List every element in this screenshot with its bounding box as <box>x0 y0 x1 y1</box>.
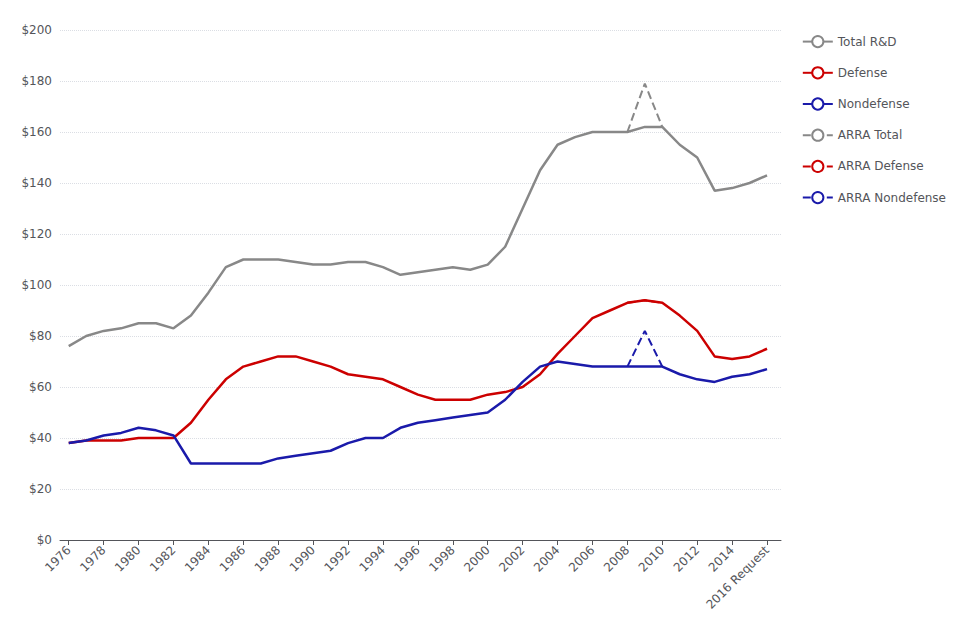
svg-text:2000: 2000 <box>461 543 492 574</box>
svg-text:Nondefense: Nondefense <box>838 97 910 111</box>
svg-text:1988: 1988 <box>252 543 283 574</box>
svg-text:$160: $160 <box>21 125 52 139</box>
svg-text:2006: 2006 <box>566 543 597 574</box>
svg-text:2008: 2008 <box>601 543 632 574</box>
svg-text:1998: 1998 <box>426 543 457 574</box>
svg-text:1976: 1976 <box>42 543 73 574</box>
svg-text:2014: 2014 <box>706 543 737 574</box>
svg-text:1996: 1996 <box>391 543 422 574</box>
svg-text:Total R&D: Total R&D <box>837 35 897 49</box>
svg-text:$60: $60 <box>29 380 52 394</box>
svg-text:$180: $180 <box>21 74 52 88</box>
svg-text:Defense: Defense <box>838 66 887 80</box>
svg-text:1984: 1984 <box>182 543 213 574</box>
svg-text:1994: 1994 <box>356 543 387 574</box>
svg-text:$0: $0 <box>37 533 52 547</box>
svg-text:1986: 1986 <box>217 543 248 574</box>
svg-text:2010: 2010 <box>636 543 667 574</box>
svg-text:1980: 1980 <box>112 543 143 574</box>
svg-text:$100: $100 <box>21 278 52 292</box>
svg-text:$140: $140 <box>21 176 52 190</box>
svg-text:1978: 1978 <box>77 543 108 574</box>
svg-text:1992: 1992 <box>322 543 353 574</box>
svg-text:$200: $200 <box>21 23 52 37</box>
svg-text:2002: 2002 <box>496 543 527 574</box>
svg-text:$80: $80 <box>29 329 52 343</box>
svg-text:ARRA Nondefense: ARRA Nondefense <box>838 191 946 205</box>
svg-text:$40: $40 <box>29 431 52 445</box>
svg-text:2016 Request: 2016 Request <box>703 543 772 612</box>
svg-text:$120: $120 <box>21 227 52 241</box>
svg-text:1990: 1990 <box>287 543 318 574</box>
svg-text:ARRA Defense: ARRA Defense <box>838 159 924 173</box>
svg-text:2004: 2004 <box>531 543 562 574</box>
svg-text:$20: $20 <box>29 482 52 496</box>
svg-text:1982: 1982 <box>147 543 178 574</box>
svg-text:2012: 2012 <box>671 543 702 574</box>
svg-text:ARRA Total: ARRA Total <box>838 128 902 142</box>
